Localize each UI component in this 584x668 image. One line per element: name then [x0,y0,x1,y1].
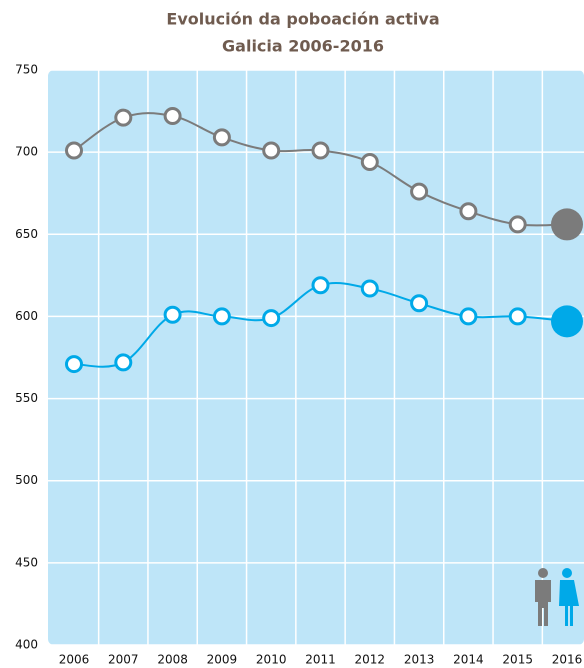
y-tick-label: 700 [15,145,38,159]
point [212,307,231,326]
chart-title: Evolución da poboación activa [166,10,439,29]
x-tick-label: 2006 [59,653,90,667]
y-tick-label: 500 [15,473,38,487]
y-tick-label: 600 [15,309,38,323]
point [410,294,429,313]
point [311,141,330,160]
x-tick-label: 2014 [453,653,484,667]
point [459,202,478,221]
point [114,353,133,372]
last-point [551,208,583,241]
chart-subtitle: Galicia 2006-2016 [222,37,384,56]
y-tick-label: 650 [15,227,38,241]
point [360,279,379,298]
y-tick-label: 550 [15,391,38,405]
x-tick-label: 2007 [108,653,139,667]
point [508,215,527,234]
y-tick-label: 400 [15,638,38,652]
x-tick-label: 2009 [207,653,238,667]
point [360,153,379,171]
point [508,307,527,326]
point [65,355,83,374]
point [262,141,281,160]
point [410,182,429,201]
point [65,141,83,160]
y-tick-label: 750 [15,63,38,77]
plot-area [48,70,584,645]
point [163,305,182,324]
x-tick-label: 2015 [502,653,533,667]
point [163,107,182,125]
point [311,276,330,295]
x-tick-label: 2011 [305,653,336,667]
x-tick-label: 2008 [157,653,188,667]
point [212,128,231,147]
x-tick-label: 2013 [404,653,435,667]
y-tick-label: 450 [15,555,38,569]
point [114,108,133,127]
x-tick-label: 2012 [355,653,386,667]
point [262,309,281,328]
last-point [551,305,583,338]
x-tick-label: 2016 [552,653,583,667]
people-icon [535,568,579,626]
x-tick-label: 2010 [256,653,287,667]
point [459,307,478,326]
